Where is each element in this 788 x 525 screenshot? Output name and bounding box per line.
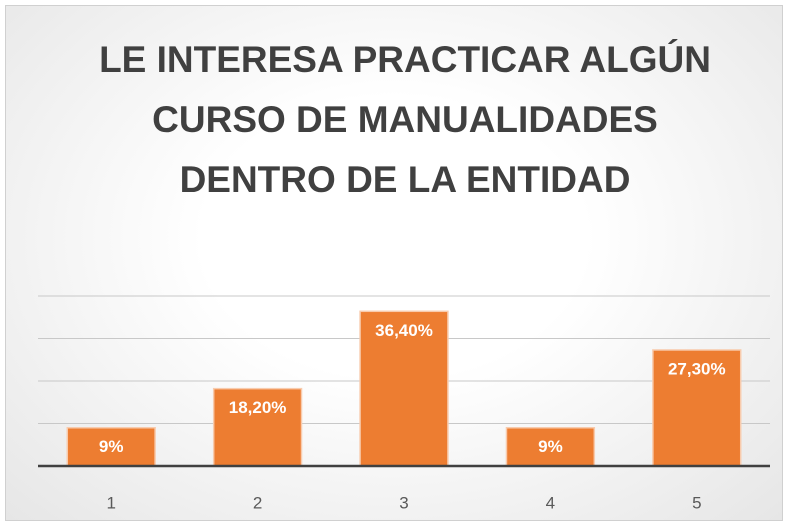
x-tick-label: 1	[106, 493, 115, 512]
data-label: 36,40%	[375, 321, 433, 340]
data-label: 9%	[99, 437, 124, 456]
chart-title: LE INTERESA PRACTICAR ALGÚN CURSO DE MAN…	[99, 39, 711, 200]
data-label: 9%	[538, 437, 563, 456]
x-tick-label: 3	[399, 493, 408, 512]
data-label: 18,20%	[229, 398, 287, 417]
bar	[359, 310, 449, 467]
bar	[66, 427, 156, 467]
x-tick-label: 4	[546, 493, 555, 512]
bar	[212, 387, 303, 467]
bar	[652, 349, 742, 467]
x-tick-label: 5	[692, 493, 701, 512]
bar	[505, 427, 596, 467]
x-tick-label: 2	[253, 493, 262, 512]
data-label: 27,30%	[668, 359, 726, 378]
